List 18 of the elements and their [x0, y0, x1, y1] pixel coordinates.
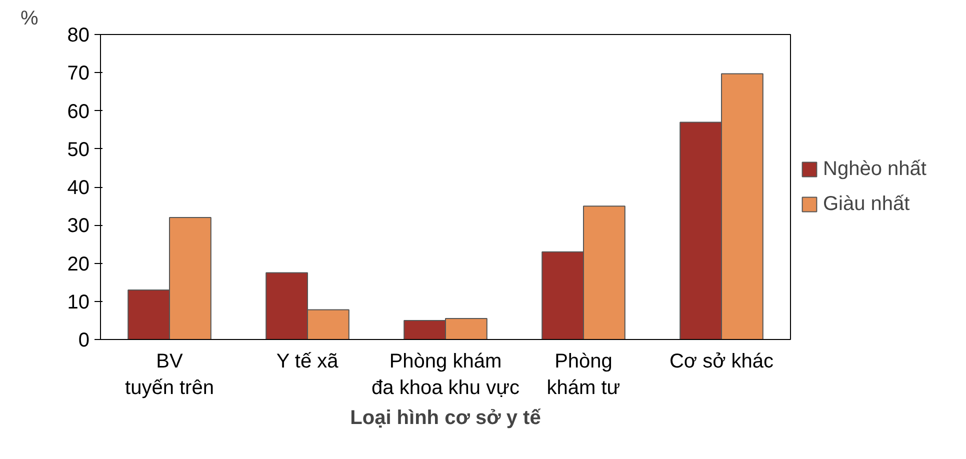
y-tick-label: 30: [67, 215, 90, 238]
legend-label: Nghèo nhất: [823, 158, 926, 180]
y-tick-label: 40: [67, 177, 90, 199]
y-tick-label: 20: [67, 253, 90, 276]
y-axis-title: %: [20, 8, 38, 30]
y-tick-label: 0: [78, 330, 90, 352]
x-tick-label: Phòng khám tư: [546, 350, 620, 399]
y-tick-label: 80: [67, 24, 90, 46]
y-tick-label: 60: [67, 100, 90, 123]
y-tick-label: 50: [67, 138, 90, 161]
y-tick-label: 70: [67, 62, 90, 85]
x-tick-label: Phòng khám đa khoa khu vực: [372, 350, 520, 399]
x-tick-label: BV tuyến trên: [125, 350, 214, 399]
x-axis-title: Loại hình cơ sở y tế: [350, 406, 542, 429]
legend-label: Giàu nhất: [823, 192, 910, 216]
x-tick-label: Cơ sở khác: [669, 350, 774, 372]
x-tick-label: Y tế xã: [276, 350, 340, 372]
y-tick-label: 10: [67, 291, 90, 314]
